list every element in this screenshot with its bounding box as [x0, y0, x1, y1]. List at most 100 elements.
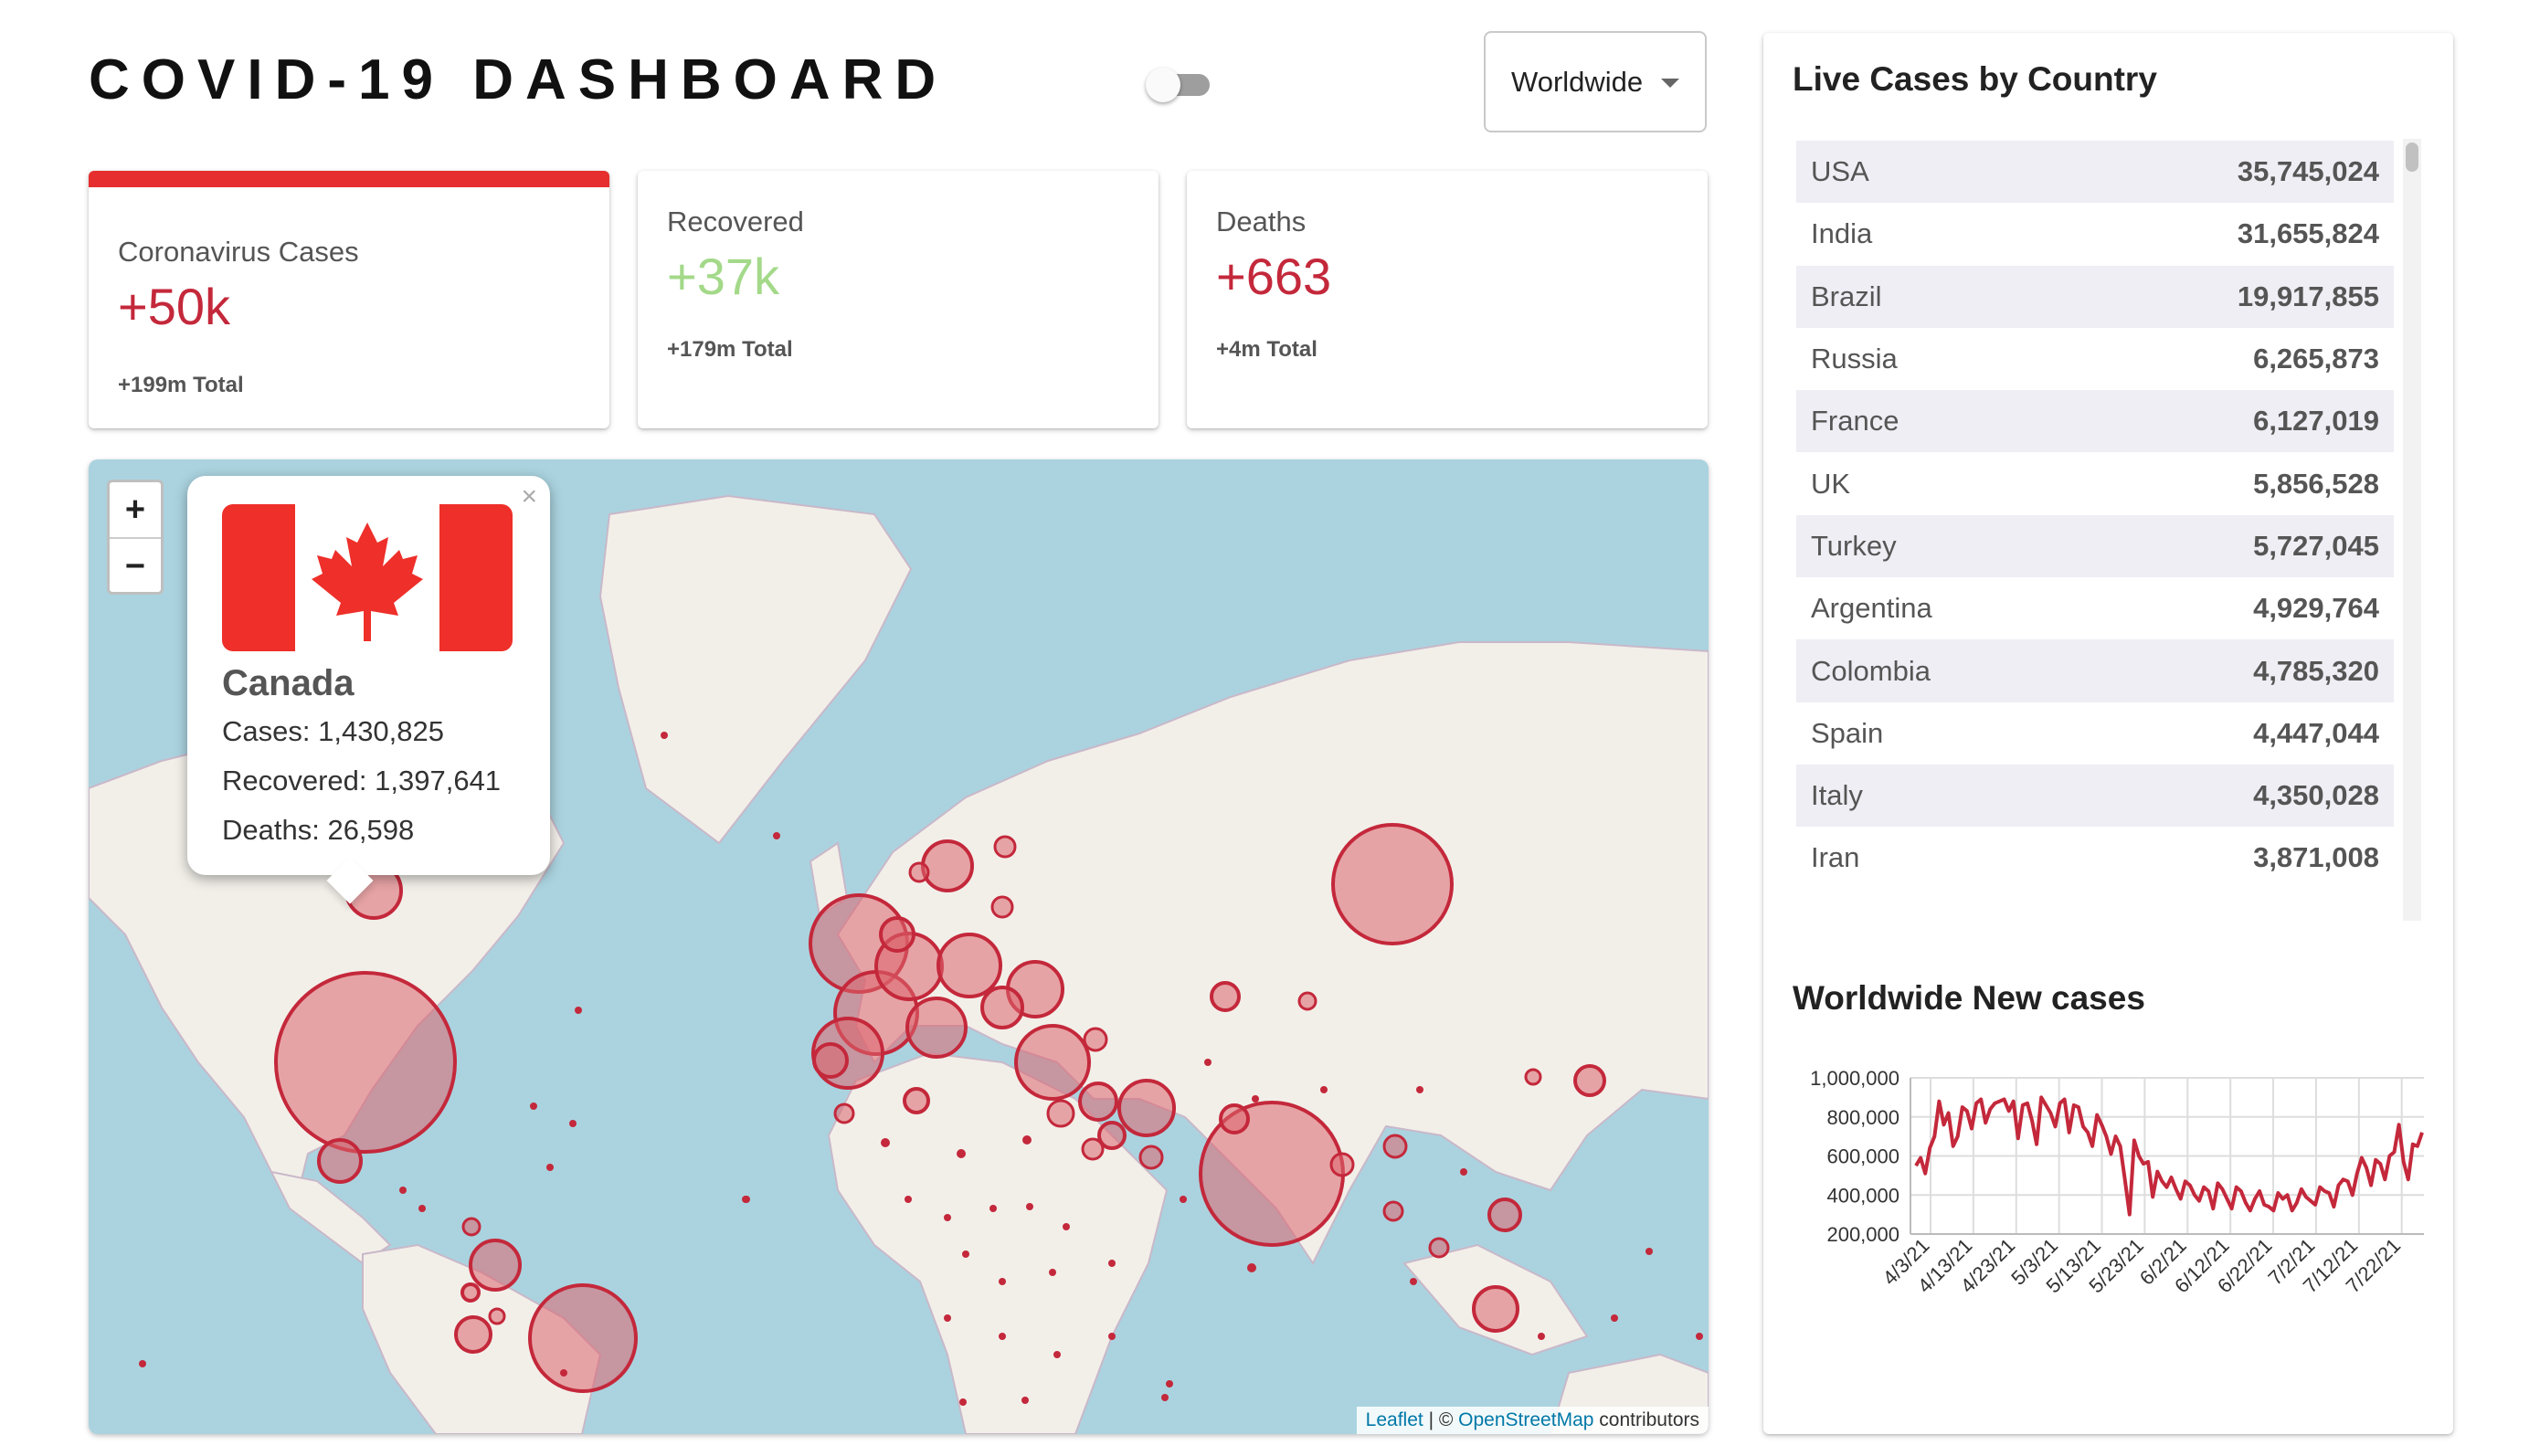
russia-marker[interactable]: [1331, 823, 1454, 945]
deaths-card[interactable]: Deaths +663 +4m Total: [1187, 171, 1708, 428]
dot-marker[interactable]: [560, 1369, 567, 1377]
dot-marker[interactable]: [1410, 1278, 1417, 1285]
leaflet-link[interactable]: Leaflet: [1365, 1409, 1423, 1430]
dot-marker[interactable]: [1053, 1351, 1061, 1358]
table-row[interactable]: Italy 4,350,028: [1796, 764, 2394, 828]
dot-marker[interactable]: [575, 1007, 582, 1014]
peru-marker[interactable]: [454, 1315, 492, 1354]
table-row[interactable]: Russia 6,265,873: [1796, 328, 2394, 390]
region-select[interactable]: Worldwide: [1484, 31, 1707, 132]
dot-marker[interactable]: [1696, 1333, 1703, 1340]
close-icon[interactable]: ×: [521, 481, 537, 512]
cases-card[interactable]: Coronavirus Cases +50k +199m Total: [89, 171, 609, 428]
dot-marker[interactable]: [1416, 1086, 1423, 1093]
dot-marker[interactable]: [1180, 1196, 1187, 1203]
brazil-marker[interactable]: [528, 1283, 638, 1393]
dot-marker[interactable]: [1021, 1397, 1029, 1404]
indonesia-marker[interactable]: [1472, 1285, 1519, 1333]
dot-marker[interactable]: [1166, 1380, 1173, 1387]
japan-marker[interactable]: [1573, 1064, 1606, 1097]
table-row[interactable]: Turkey 5,727,045: [1796, 514, 2394, 578]
dot-marker[interactable]: [905, 1196, 912, 1203]
pakistan-marker[interactable]: [1219, 1103, 1250, 1134]
small-marker[interactable]: [1081, 1137, 1105, 1161]
table-row[interactable]: USA 35,745,024: [1796, 141, 2394, 204]
ecuador-marker[interactable]: [460, 1282, 481, 1303]
dot-marker[interactable]: [1161, 1394, 1169, 1401]
dot-marker[interactable]: [773, 832, 780, 839]
openstreetmap-link[interactable]: OpenStreetMap: [1458, 1409, 1594, 1430]
dot-marker[interactable]: [742, 1196, 749, 1203]
morocco-marker[interactable]: [903, 1087, 930, 1114]
dot-marker[interactable]: [959, 1398, 967, 1406]
dot-marker[interactable]: [530, 1103, 537, 1110]
small-marker[interactable]: [1138, 1145, 1164, 1170]
dot-marker[interactable]: [944, 1314, 951, 1322]
small-marker[interactable]: [1046, 1099, 1075, 1128]
dot-marker[interactable]: [1611, 1314, 1618, 1322]
dot-marker[interactable]: [1026, 1203, 1033, 1210]
dot-marker[interactable]: [1252, 1095, 1259, 1103]
dot-marker[interactable]: [1063, 1223, 1070, 1230]
dot-marker[interactable]: [1320, 1086, 1328, 1093]
dot-marker[interactable]: [957, 1149, 966, 1158]
table-row[interactable]: Spain 4,447,044: [1796, 702, 2394, 765]
small-marker[interactable]: [461, 1217, 481, 1237]
small-marker[interactable]: [990, 895, 1014, 919]
netherlands-marker[interactable]: [879, 916, 915, 953]
dot-marker[interactable]: [999, 1278, 1006, 1285]
colombia-marker[interactable]: [469, 1239, 522, 1292]
usa-marker[interactable]: [274, 971, 457, 1154]
table-scrollbar[interactable]: [2403, 139, 2421, 921]
dot-marker[interactable]: [1538, 1333, 1545, 1340]
small-marker[interactable]: [1083, 1027, 1108, 1052]
italy-marker[interactable]: [905, 997, 968, 1059]
mexico-marker[interactable]: [317, 1138, 363, 1184]
iran-marker[interactable]: [1117, 1079, 1176, 1137]
romania-marker[interactable]: [980, 986, 1024, 1029]
dot-marker[interactable]: [881, 1138, 890, 1147]
dot-marker[interactable]: [1022, 1135, 1032, 1145]
dot-marker[interactable]: [661, 732, 668, 739]
dot-marker[interactable]: [139, 1360, 146, 1367]
dot-marker[interactable]: [546, 1164, 554, 1171]
dot-marker[interactable]: [569, 1120, 577, 1127]
table-row[interactable]: France 6,127,019: [1796, 390, 2394, 453]
small-marker[interactable]: [488, 1307, 506, 1325]
portugal-marker[interactable]: [812, 1042, 849, 1079]
philippines-marker[interactable]: [1487, 1198, 1522, 1232]
dot-marker[interactable]: [1460, 1168, 1467, 1176]
sweden-marker[interactable]: [921, 839, 974, 892]
dot-marker[interactable]: [989, 1205, 997, 1212]
scrollbar-thumb[interactable]: [2406, 142, 2418, 172]
dot-marker[interactable]: [418, 1205, 426, 1212]
table-row[interactable]: Brazil 19,917,855: [1796, 265, 2394, 328]
theme-toggle[interactable]: [1146, 66, 1210, 102]
dot-marker[interactable]: [1049, 1269, 1056, 1276]
table-row[interactable]: Iran 3,871,008: [1796, 827, 2394, 889]
small-marker[interactable]: [993, 835, 1017, 859]
table-row[interactable]: Argentina 4,929,764: [1796, 577, 2394, 639]
toggle-thumb[interactable]: [1146, 68, 1180, 102]
small-marker[interactable]: [1329, 1152, 1355, 1177]
small-marker[interactable]: [908, 861, 930, 883]
small-marker[interactable]: [1382, 1200, 1404, 1222]
dot-marker[interactable]: [1247, 1263, 1256, 1272]
zoom-in-button[interactable]: +: [110, 482, 161, 539]
dot-marker[interactable]: [1204, 1059, 1212, 1066]
turkey-marker[interactable]: [1014, 1024, 1091, 1101]
table-row[interactable]: Colombia 4,785,320: [1796, 639, 2394, 702]
kazakhstan-marker[interactable]: [1210, 981, 1241, 1012]
small-marker[interactable]: [1382, 1134, 1408, 1159]
dot-marker[interactable]: [944, 1214, 951, 1221]
country-table[interactable]: USA 35,745,024 India 31,655,824 Brazil 19,917…: [1796, 141, 2394, 919]
saudi-marker[interactable]: [1097, 1121, 1127, 1150]
small-marker[interactable]: [1428, 1237, 1450, 1259]
table-row[interactable]: UK 5,856,528: [1796, 452, 2394, 514]
dot-marker[interactable]: [962, 1250, 969, 1258]
dot-marker[interactable]: [999, 1333, 1006, 1340]
small-marker[interactable]: [1524, 1068, 1542, 1086]
dot-marker[interactable]: [1108, 1260, 1116, 1267]
dot-marker[interactable]: [1108, 1333, 1116, 1340]
iraq-marker[interactable]: [1078, 1081, 1118, 1122]
